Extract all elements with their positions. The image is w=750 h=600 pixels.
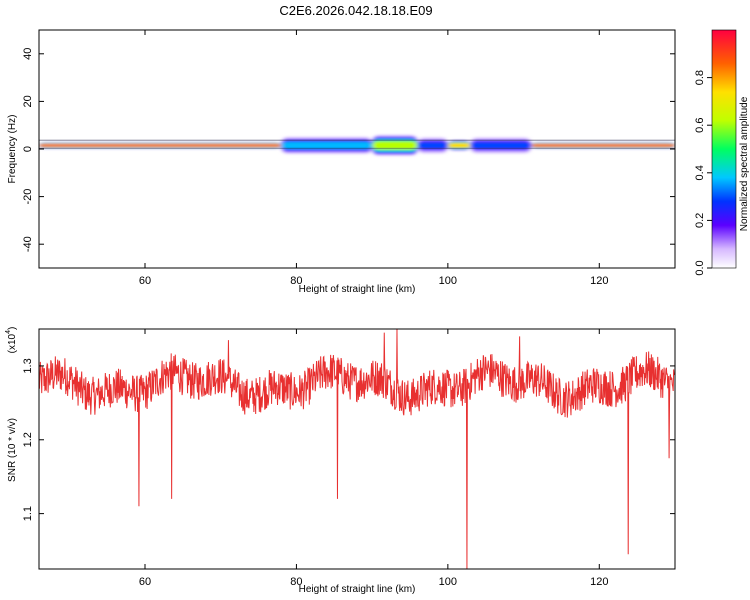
spectrogram-x-axis-label: Height of straight line (km) bbox=[299, 284, 416, 295]
colorbar-tick-label: 0.2 bbox=[694, 213, 706, 228]
colorbar: 0.0 0.2 0.4 0.6 0.8 Normalized spectral ampl… bbox=[694, 29, 750, 276]
spectrogram-band-cell bbox=[39, 144, 282, 147]
snr-series-line bbox=[39, 329, 675, 569]
snr-x-axis-label: Height of straight line (km) bbox=[299, 584, 416, 595]
spectrogram-x-ticks: 60 80 100 120 bbox=[139, 30, 608, 287]
snr-panel: 60 80 100 120 1.1 1.2 1.3 Height of straight … bbox=[5, 327, 676, 595]
spectrogram-band-cell bbox=[447, 143, 471, 148]
svg-text:(x104): (x104) bbox=[5, 327, 18, 354]
spectrogram-y-axis-label: Frequency (Hz) bbox=[7, 115, 18, 184]
snr-exponent-base: (x10 bbox=[7, 333, 18, 353]
snr-frame bbox=[38, 328, 676, 570]
snr-x-tick-label: 60 bbox=[139, 576, 151, 588]
spectrogram-x-tick-label: 120 bbox=[590, 275, 608, 287]
snr-x-tick-label: 120 bbox=[590, 576, 608, 588]
colorbar-gradient bbox=[711, 29, 737, 269]
snr-exponent-label: (x104) bbox=[5, 327, 18, 354]
snr-exponent-close: ) bbox=[7, 327, 18, 330]
colorbar-tick-label: 0.4 bbox=[694, 165, 706, 180]
figure-title: C2E6.2026.042.18.18.E09 bbox=[279, 3, 432, 18]
snr-x-tick-label: 100 bbox=[439, 576, 457, 588]
spectrogram-y-tick-label: 20 bbox=[22, 95, 34, 107]
spectrogram-band-cell bbox=[470, 142, 532, 149]
colorbar-tick-label: 0.8 bbox=[694, 70, 706, 85]
spectrogram-y-tick-label: 40 bbox=[22, 48, 34, 60]
snr-y-ticks: 1.1 1.2 1.3 bbox=[22, 358, 675, 521]
colorbar-tick-label: 0.6 bbox=[694, 118, 706, 133]
snr-y-tick-label: 1.2 bbox=[22, 432, 34, 447]
snr-y-tick-label: 1.3 bbox=[22, 358, 34, 373]
spectrogram-y-ticks: 40 20 0 -20 -40 bbox=[22, 48, 675, 252]
spectrogram-band-cell bbox=[531, 144, 675, 147]
spectrogram-x-tick-label: 60 bbox=[139, 275, 151, 287]
spectrogram-band bbox=[39, 134, 675, 157]
spectrogram-y-tick-label: -40 bbox=[22, 236, 34, 252]
colorbar-tick-label: 0.0 bbox=[694, 260, 706, 275]
snr-y-tick-label: 1.1 bbox=[22, 506, 34, 521]
spectrogram-band-cell bbox=[372, 141, 418, 150]
snr-x-tick-label: 80 bbox=[290, 576, 302, 588]
spectrogram-x-tick-label: 100 bbox=[439, 275, 457, 287]
snr-x-ticks: 60 80 100 120 bbox=[139, 329, 608, 588]
spectrogram-x-tick-label: 80 bbox=[290, 275, 302, 287]
snr-background bbox=[39, 329, 675, 569]
spectrogram-panel: 60 80 100 120 40 20 0 -20 -40 Height of straigh… bbox=[7, 29, 676, 295]
spectrogram-band-cell bbox=[281, 142, 373, 149]
spectrogram-y-tick-label: -20 bbox=[22, 189, 34, 205]
snr-exponent-power: 4 bbox=[5, 330, 12, 334]
snr-y-axis-label: SNR (10 * v/v) bbox=[7, 418, 18, 482]
colorbar-ticks: 0.0 0.2 0.4 0.6 0.8 bbox=[694, 70, 712, 276]
spectrogram-band-cell bbox=[417, 142, 448, 149]
colorbar-label: Normalized spectral amplitude bbox=[739, 96, 750, 231]
spectrogram-y-tick-label: 0 bbox=[22, 146, 34, 152]
